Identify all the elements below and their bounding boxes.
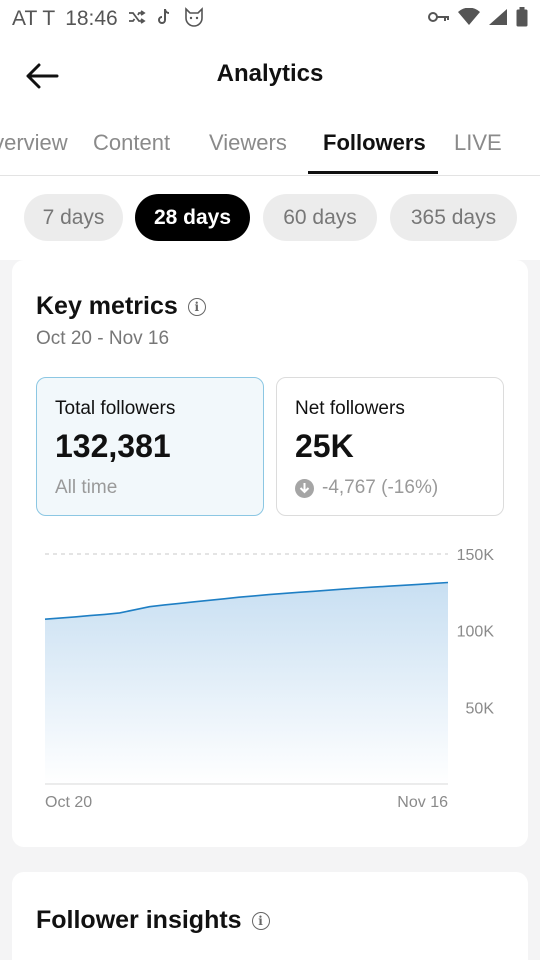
total-followers-sub: All time — [55, 477, 118, 498]
filter-7-days[interactable]: 7 days — [24, 194, 123, 241]
tab-followers[interactable]: Followers — [323, 130, 426, 155]
follower-insights-title: Follower insights — [36, 906, 242, 934]
carrier-label: AT T — [12, 7, 56, 30]
key-icon — [428, 10, 450, 29]
y-tick-label: 100K — [457, 624, 495, 641]
total-followers-card[interactable]: Total followers 132,381 All time — [36, 377, 264, 516]
x-tick-label: Nov 16 — [397, 794, 448, 811]
follower-insights-card: Follower insights i — [12, 872, 528, 960]
arrow-down-icon — [295, 478, 314, 498]
tab-viewers[interactable]: Viewers — [209, 130, 287, 155]
tab-bar: Overview Content Viewers Followers LIVE — [0, 114, 540, 176]
date-range: Oct 20 - Nov 16 — [36, 328, 170, 349]
tab-overview[interactable]: Overview — [0, 130, 68, 155]
back-button[interactable] — [22, 56, 62, 96]
chart-area-fill — [45, 582, 448, 784]
filter-60-days[interactable]: 60 days — [263, 194, 377, 241]
tab-live[interactable]: LIVE — [454, 130, 502, 155]
date-filter-bar: 7 days 28 days 60 days 365 days — [0, 176, 540, 260]
tiktok-icon — [156, 8, 172, 31]
info-icon[interactable]: i — [187, 297, 206, 316]
arrow-left-icon — [26, 63, 59, 89]
net-followers-label: Net followers — [295, 398, 405, 419]
net-followers-card[interactable]: Net followers 25K -4,767 (-16%) — [276, 377, 504, 516]
y-tick-label: 150K — [457, 547, 495, 564]
cat-face-icon — [182, 6, 206, 33]
key-metrics-card: Key metrics i Oct 20 - Nov 16 Total foll… — [12, 260, 528, 847]
net-followers-value: 25K — [295, 428, 354, 464]
battery-icon — [516, 6, 528, 32]
page-title: Analytics — [216, 60, 324, 87]
filter-365-days[interactable]: 365 days — [390, 194, 517, 241]
x-tick-label: Oct 20 — [45, 794, 92, 811]
tab-content[interactable]: Content — [93, 130, 171, 155]
key-metrics-heading: Key metrics i — [36, 292, 206, 321]
y-tick-label: 50K — [466, 700, 495, 717]
net-followers-change-row: -4,767 (-16%) — [295, 477, 438, 499]
net-followers-change: -4,767 (-16%) — [322, 477, 439, 498]
clock: 18:46 — [65, 7, 118, 30]
shuffle-icon — [128, 9, 146, 30]
total-followers-value: 132,381 — [55, 428, 171, 464]
key-metrics-title: Key metrics — [36, 292, 178, 320]
info-icon[interactable]: i — [251, 911, 270, 930]
signal-icon — [488, 8, 508, 31]
follower-insights-heading: Follower insights i — [36, 906, 270, 935]
chart-series-line — [44, 581, 449, 620]
wifi-icon — [458, 7, 480, 31]
active-tab-indicator — [308, 171, 438, 174]
status-bar: AT T 18:46 — [0, 0, 540, 38]
filter-28-days[interactable]: 28 days — [135, 194, 250, 241]
app-header: Analytics — [0, 38, 540, 114]
followers-area-chart: 150K 100K 50K Oct 20 Nov 16 — [44, 547, 495, 811]
total-followers-label: Total followers — [55, 398, 176, 419]
